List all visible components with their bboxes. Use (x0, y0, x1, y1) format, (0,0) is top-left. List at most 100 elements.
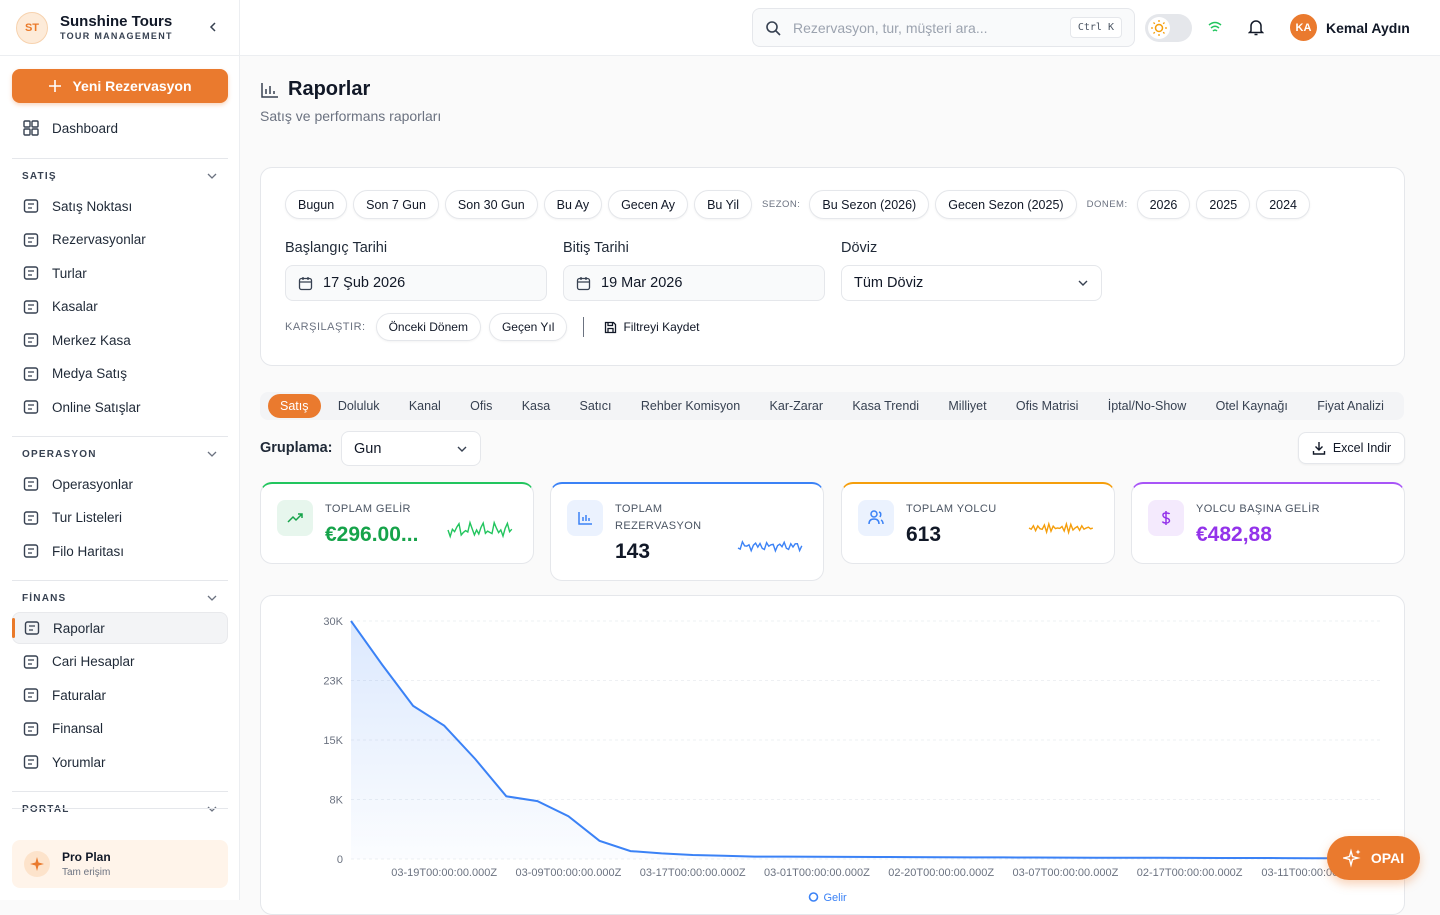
nav-item[interactable]: Cari Hesaplar (12, 646, 228, 678)
report-tab[interactable]: Fiyat Analizi (1317, 399, 1384, 413)
filter-chip[interactable]: 2024 (1256, 190, 1311, 219)
filter-chip[interactable]: 2026 (1136, 190, 1191, 219)
assistant-button[interactable]: OPAI (1327, 836, 1420, 880)
filter-chip[interactable]: Bugun (285, 190, 348, 219)
nav-item[interactable]: Operasyonlar (12, 468, 228, 500)
download-icon (1312, 442, 1326, 455)
y-tick-label: 30K (323, 616, 343, 628)
compare-chip[interactable]: Geçen Yıl (488, 313, 568, 341)
grouping-select[interactable]: Gun (341, 431, 481, 466)
save-filter-button[interactable]: Filtreyi Kaydet (604, 320, 699, 334)
icon-shape (23, 400, 39, 414)
icon-shape (28, 514, 34, 521)
y-tick-label: 15K (323, 735, 343, 747)
icon-shape (1161, 511, 1171, 525)
nav-item[interactable]: Filo Haritası (12, 535, 228, 567)
nav-label: Tur Listeleri (52, 510, 123, 525)
filter-group-label: DONEM: (1086, 199, 1128, 210)
logo: ST (16, 12, 48, 44)
report-tab[interactable]: Otel Kaynağı (1215, 399, 1288, 413)
nav-label: Merkez Kasa (52, 332, 131, 348)
nav-item[interactable]: Raporlar (12, 612, 228, 644)
icon-shape (28, 725, 34, 732)
currency-select[interactable]: Tüm Döviz (841, 265, 1102, 301)
kpi-value: 143 (615, 540, 651, 563)
nav-item[interactable]: Kasalar (12, 291, 228, 323)
plan-box[interactable]: Pro Plan Tam erişim (12, 840, 228, 888)
filter-chip[interactable]: 2025 (1196, 190, 1251, 219)
nav-item[interactable]: Tur Listeleri (12, 502, 228, 534)
section-header[interactable]: SATIŞ (22, 170, 218, 182)
filter-chip[interactable]: Gecen Sezon (2025) (935, 190, 1077, 219)
kpi-value: 613 (906, 523, 942, 546)
filter-chip[interactable]: Gecen Ay (608, 190, 689, 219)
filter-chip[interactable]: Bu Sezon (2026) (809, 190, 930, 219)
section-header[interactable]: PORTAL (22, 803, 218, 815)
icon-shape (28, 370, 34, 377)
new-reservation-button[interactable]: Yeni Rezervasyon (12, 69, 228, 103)
chevron-icon (457, 446, 467, 452)
report-tab[interactable]: Doluluk (337, 399, 380, 413)
divider (12, 808, 228, 809)
section-header[interactable]: OPERASYON (22, 448, 218, 460)
avatar[interactable]: KA (1290, 14, 1317, 41)
report-tab[interactable]: Milliyet (948, 399, 987, 413)
report-tab[interactable]: Kar-Zarar (769, 399, 824, 413)
report-tab[interactable]: Kanal (408, 399, 441, 413)
search-box[interactable]: Rezervasyon, tur, müşteri ara... Ctrl K (752, 8, 1135, 47)
start-date-input[interactable]: 17 Şub 2026 (285, 265, 547, 301)
report-tab[interactable]: Rehber Komisyon (640, 399, 741, 413)
select-value: Gun (354, 440, 382, 457)
nav-icon (23, 400, 39, 414)
field-label: Başlangıç Tarihi (285, 240, 388, 256)
nav-item[interactable]: Online Satışlar (12, 391, 228, 423)
icon-shape (28, 270, 34, 276)
nav-item[interactable]: Medya Satış (12, 358, 228, 390)
nav-item[interactable]: Yorumlar (12, 746, 228, 778)
sparkline (737, 540, 803, 553)
report-tab[interactable]: Kasa Trendi (852, 399, 920, 413)
quick-filters: Bugun Son 7 Gun Son 30 Gun Bu Ay Gecen Ay Bu … (285, 190, 1311, 219)
icon-shape (28, 337, 34, 343)
report-tab[interactable]: Ofis (470, 399, 493, 413)
icon-shape (28, 548, 34, 554)
nav-item[interactable]: Faturalar (12, 679, 228, 711)
bell-icon[interactable] (1248, 19, 1264, 36)
shortcut: Ctrl K (1069, 17, 1122, 38)
nav-item[interactable]: Rezervasyonlar (12, 224, 228, 256)
report-tab[interactable]: Ofis Matrisi (1015, 399, 1079, 413)
sparkline (1028, 521, 1094, 536)
filter-chip[interactable]: Bu Yil (694, 190, 753, 219)
nav-label: Rezervasyonlar (52, 232, 146, 247)
divider (12, 436, 228, 437)
section-title: FİNANS (22, 592, 67, 604)
section-header[interactable]: FİNANS (22, 592, 218, 604)
icon-shape (28, 303, 34, 310)
nav-item[interactable]: Finansal (12, 713, 228, 745)
report-tab[interactable]: Satış (268, 394, 321, 418)
topbar: Rezervasyon, tur, müşteri ara... Ctrl K … (240, 0, 1440, 56)
collapse-icon[interactable] (206, 20, 220, 34)
filter-chip[interactable]: Bu Ay (543, 190, 603, 219)
nav-label: Cari Hesaplar (52, 654, 135, 669)
end-date-input[interactable]: 19 Mar 2026 (563, 265, 825, 301)
report-tab[interactable]: İptal/No-Show (1107, 399, 1187, 413)
filter-chip[interactable]: Son 7 Gun (353, 190, 439, 219)
button-label: Filtreyi Kaydet (623, 320, 700, 334)
nav-item[interactable]: Dashboard (12, 112, 228, 144)
export-button[interactable]: Excel Indir (1298, 432, 1405, 464)
nav-item[interactable]: Turlar (12, 257, 228, 289)
icon-shape (28, 481, 34, 487)
theme-toggle[interactable] (1145, 14, 1192, 42)
sun-icon (1148, 17, 1170, 39)
filter-chip[interactable]: Son 30 Gun (444, 190, 538, 219)
sparkline-path (1028, 521, 1094, 536)
nav-item[interactable]: Merkez Kasa (12, 324, 228, 356)
compare-chip[interactable]: Önceki Dönem (375, 313, 481, 341)
report-tab[interactable]: Kasa (521, 399, 551, 413)
nav-item[interactable]: Satış Noktası (12, 190, 228, 222)
user-name[interactable]: Kemal Aydın (1326, 20, 1410, 36)
report-tab[interactable]: Satıcı (579, 399, 612, 413)
nav-icon (23, 366, 39, 381)
